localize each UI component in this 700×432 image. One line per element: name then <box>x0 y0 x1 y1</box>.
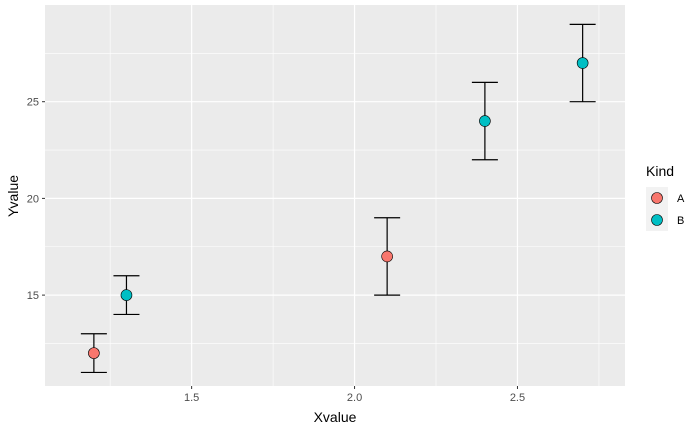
data-point-b <box>479 115 491 127</box>
legend-key-a <box>651 192 663 204</box>
grid-major <box>45 5 625 386</box>
x-axis-title: Xvalue <box>314 409 357 425</box>
panel-background <box>45 5 625 386</box>
y-tick-label: 20 <box>27 193 39 205</box>
legend-label-b: B <box>677 215 684 227</box>
x-tick-label: 2.5 <box>510 392 525 404</box>
data-point-b <box>120 289 133 301</box>
y-tick-label: 25 <box>27 97 39 109</box>
data-points <box>88 57 589 359</box>
y-axis-title: Yvalue <box>5 175 21 217</box>
legend: Kind A B <box>646 163 685 231</box>
legend-key-b <box>651 214 663 226</box>
legend-title: Kind <box>646 163 674 179</box>
x-tick-label: 1.5 <box>184 392 199 404</box>
data-point-b <box>576 57 589 69</box>
y-axis-ticks: 15 20 25 <box>27 97 45 302</box>
y-tick-label: 15 <box>27 290 39 302</box>
data-point-a <box>88 347 100 359</box>
x-axis-ticks: 1.5 2.0 2.5 <box>184 386 525 404</box>
data-point-a <box>381 250 393 263</box>
legend-label-a: A <box>677 193 685 205</box>
grid-minor <box>45 5 625 386</box>
x-tick-label: 2.0 <box>347 392 362 404</box>
